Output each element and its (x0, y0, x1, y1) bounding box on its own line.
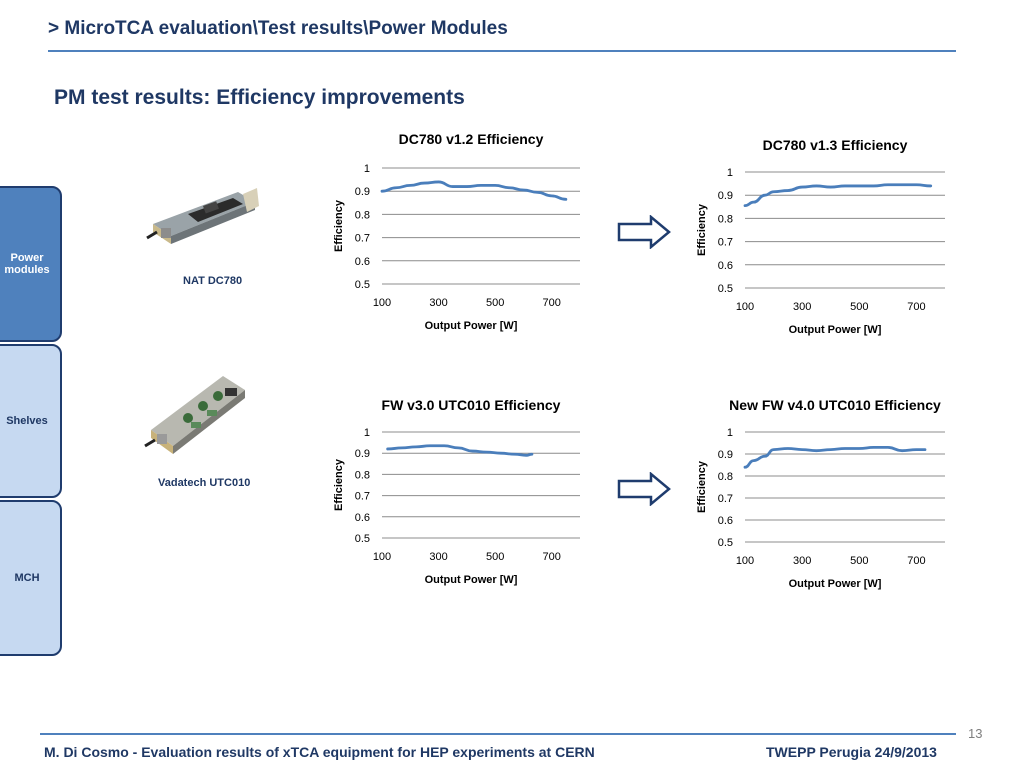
x-axis-label: Output Power [W] (425, 574, 518, 586)
y-tick-label: 0.8 (718, 213, 733, 225)
x-tick-label: 700 (907, 555, 925, 567)
sidebar-tab-label: MCH (14, 572, 40, 584)
chart-svg: DC780 v1.3 Efficiency 0.5 0.6 0.7 0.8 0.9 1 100… (696, 137, 945, 336)
footer-right-text: TWEPP Perugia 24/9/2013 (766, 744, 937, 760)
y-tick-label: 1 (364, 163, 370, 175)
y-tick-label: 0.6 (718, 260, 733, 272)
y-tick-label: 0.5 (718, 283, 733, 295)
section-title: PM test results: Efficiency improvements (54, 86, 465, 109)
sidebar-tab-mch[interactable]: MCH (0, 500, 62, 656)
chart-fw-v3-0-utc010: FW v3.0 UTC010 Efficiency 0.5 0.6 0.7 0.8 0.9… (320, 394, 580, 599)
chart-title: DC780 v1.3 Efficiency (763, 137, 908, 153)
sidebar-tab-power-modules[interactable]: Power modules (0, 186, 62, 342)
x-tick-label: 100 (736, 555, 754, 567)
x-tick-label: 300 (793, 555, 811, 567)
x-tick-label: 700 (543, 551, 561, 563)
series-line (743, 183, 933, 208)
arrow-right-icon (617, 215, 671, 249)
y-tick-label: 0.8 (718, 471, 733, 483)
chart-svg: DC780 v1.2 Efficiency 0.5 0.6 0.7 0.8 0.9 1 100… (333, 131, 580, 332)
y-tick-label: 1 (727, 427, 733, 439)
chart-new-fw-v4-0-utc010: New FW v4.0 UTC010 Efficiency 0.5 0.6 0.7 0.… (686, 394, 960, 599)
nat-dc780-module-image (146, 188, 259, 244)
x-tick-label: 500 (850, 555, 868, 567)
sidebar-tab-shelves[interactable]: Shelves (0, 344, 62, 498)
y-tick-label: 0.5 (718, 537, 733, 549)
x-tick-label: 500 (486, 297, 504, 309)
vadatech-utc010-module-image (144, 376, 245, 454)
module-label-nat-dc780: NAT DC780 (183, 275, 243, 287)
y-tick-label: 0.5 (355, 533, 370, 545)
x-tick-label: 300 (429, 297, 447, 309)
chart-svg: FW v3.0 UTC010 Efficiency 0.5 0.6 0.7 0.8 0.9… (333, 397, 580, 586)
page-number: 13 (968, 726, 983, 741)
y-tick-label: 0.9 (718, 449, 733, 461)
y-tick-label: 0.5 (355, 279, 370, 291)
y-tick-label: 0.7 (718, 493, 733, 505)
y-tick-label: 0.7 (718, 237, 733, 249)
y-axis-label: Efficiency (333, 199, 345, 252)
footer-rule (40, 733, 956, 735)
header-title: > MicroTCA evaluation\Test results\Power… (48, 18, 508, 39)
y-tick-label: 0.6 (355, 512, 370, 524)
y-axis-label: Efficiency (333, 458, 345, 511)
chart-title: DC780 v1.2 Efficiency (399, 131, 544, 147)
chart-svg: New FW v4.0 UTC010 Efficiency 0.5 0.6 0.7 0.… (696, 397, 945, 590)
chart-title: FW v3.0 UTC010 Efficiency (382, 397, 561, 413)
series-line (386, 444, 534, 457)
y-tick-label: 0.8 (355, 209, 370, 221)
x-tick-label: 300 (793, 301, 811, 313)
module-label-vadatech-utc010: Vadatech UTC010 (158, 477, 251, 489)
y-tick-label: 0.8 (355, 469, 370, 481)
chart-title: New FW v4.0 UTC010 Efficiency (729, 397, 941, 413)
chart-dc780-v1-2: DC780 v1.2 Efficiency 0.5 0.6 0.7 0.8 0.9 1 100… (320, 128, 580, 338)
y-tick-label: 0.7 (355, 233, 370, 245)
x-tick-label: 300 (429, 551, 447, 563)
x-tick-label: 100 (373, 551, 391, 563)
x-axis-label: Output Power [W] (789, 578, 882, 590)
y-tick-label: 0.6 (718, 515, 733, 527)
y-tick-label: 1 (727, 167, 733, 179)
y-tick-label: 0.9 (718, 190, 733, 202)
y-tick-label: 1 (364, 427, 370, 439)
x-tick-label: 700 (543, 297, 561, 309)
y-axis-label: Efficiency (696, 460, 708, 513)
sidebar-tab-label: Shelves (6, 415, 48, 427)
chart-dc780-v1-3: DC780 v1.3 Efficiency 0.5 0.6 0.7 0.8 0.9 1 100… (686, 134, 960, 344)
y-tick-label: 0.6 (355, 256, 370, 268)
x-axis-label: Output Power [W] (425, 320, 518, 332)
y-tick-label: 0.9 (355, 186, 370, 198)
header-rule (48, 50, 956, 52)
sidebar-tab-label: Power modules (4, 252, 50, 276)
x-tick-label: 100 (373, 297, 391, 309)
x-axis-label: Output Power [W] (789, 324, 882, 336)
y-axis-label: Efficiency (696, 203, 708, 256)
series-line (743, 446, 927, 469)
x-tick-label: 500 (850, 301, 868, 313)
y-tick-label: 0.9 (355, 448, 370, 460)
footer-left-text: M. Di Cosmo - Evaluation results of xTCA… (44, 744, 595, 760)
x-tick-label: 700 (907, 301, 925, 313)
arrow-right-icon (617, 472, 671, 506)
y-tick-label: 0.7 (355, 491, 370, 503)
series-line (380, 180, 568, 201)
x-tick-label: 100 (736, 301, 754, 313)
x-tick-label: 500 (486, 551, 504, 563)
